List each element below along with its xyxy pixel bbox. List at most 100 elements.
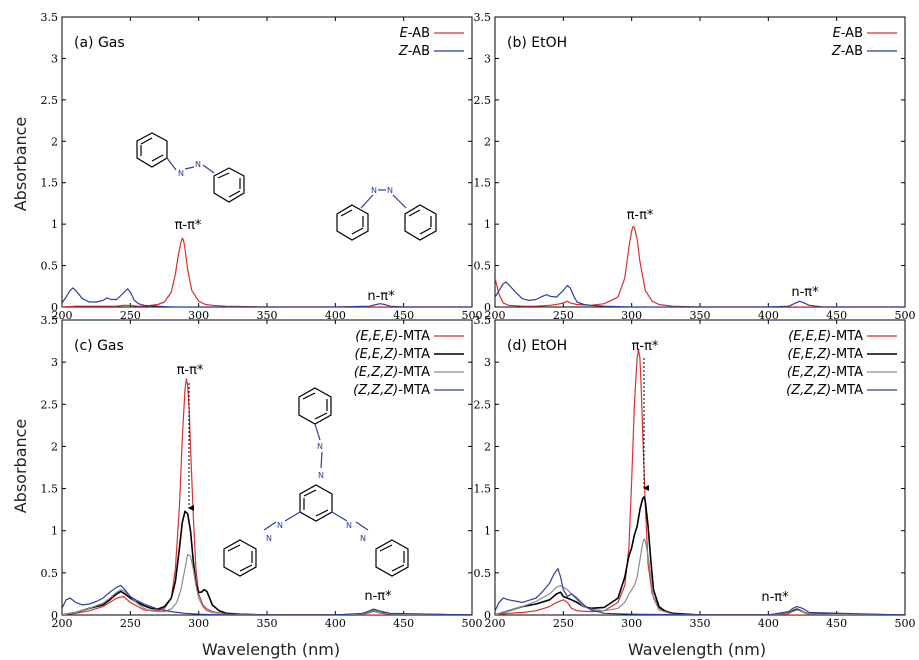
x-tick-label: 350 [257, 309, 278, 322]
panel-b: 200 250 300 350 400 450 500 0 0.5 1 1.5 2 2.5 3 3.5 (b)… [474, 11, 916, 322]
x-tick-label: 400 [758, 617, 779, 630]
x-axis-label-left: Wavelength (nm) [202, 640, 340, 659]
y-tick-label: 2.5 [474, 398, 492, 411]
svg-text:N: N [266, 534, 272, 543]
panel-label: (a) Gas [74, 35, 125, 51]
y-tick-label: 2.5 [41, 94, 59, 107]
y-tick-label: 1.5 [474, 177, 492, 190]
x-tick-label: 250 [553, 309, 574, 322]
annotation-pi-pi-c: π-π* [177, 363, 204, 378]
y-tick-label: 2 [484, 440, 491, 453]
x-axis-label-right: Wavelength (nm) [628, 640, 766, 659]
series-line-e-z-z-mta [495, 538, 905, 615]
series-line-e-z-z-mta [62, 553, 472, 615]
svg-text:N: N [277, 521, 283, 530]
y-tick-label: 0.5 [41, 260, 59, 273]
y-tick-label: 1.5 [474, 483, 492, 496]
series-line-e-e-e-mta [62, 378, 472, 615]
svg-text:N: N [371, 186, 377, 195]
svg-text:N: N [346, 521, 352, 530]
x-tick-label: 500 [895, 617, 916, 630]
x-tick-label: 300 [621, 617, 642, 630]
svg-text:N: N [387, 186, 393, 195]
y-tick-label: 0.5 [474, 260, 492, 273]
x-tick-label: 200 [485, 309, 506, 322]
y-tick-label: 2 [51, 135, 58, 148]
legend-label: (Z,Z,Z)-MTA [786, 383, 863, 398]
y-tick-label: 0 [484, 609, 491, 622]
annotation-pi-pi-b: π-π* [627, 208, 654, 223]
legend-label: (E,Z,Z)-MTA [787, 365, 863, 380]
series-line-z-ab [62, 287, 472, 307]
x-tick-label: 450 [393, 309, 414, 322]
y-tick-label: 2.5 [474, 94, 492, 107]
svg-text:N: N [360, 534, 366, 543]
y-tick-label: 0 [51, 301, 58, 314]
plot-frame [494, 16, 906, 308]
y-tick-label: 3.5 [41, 314, 59, 327]
series-line-z-z-z-mta [62, 584, 472, 615]
y-tick-label: 2 [51, 440, 58, 453]
y-tick-label: 3 [51, 52, 58, 65]
series-line-z-ab [495, 281, 905, 307]
x-tick-label: 450 [826, 309, 847, 322]
x-tick-label: 500 [895, 309, 916, 322]
e-azobenzene-structure-icon: N N [136, 132, 245, 203]
x-tick-label: 200 [52, 617, 73, 630]
annotation-pi-pi-d: π-π* [632, 339, 659, 354]
y-tick-label: 3.5 [41, 11, 59, 24]
panel-label: (b) EtOH [507, 35, 567, 51]
series-line-e-e-z-mta [62, 510, 472, 615]
svg-text:N: N [318, 471, 324, 480]
x-tick-label: 400 [325, 617, 346, 630]
x-tick-label: 300 [188, 309, 209, 322]
x-tick-label: 400 [325, 309, 346, 322]
annotation-n-pi-a: n-π* [367, 289, 395, 304]
legend-label: Z-AB [831, 44, 863, 59]
svg-text:N: N [317, 442, 323, 451]
legend-label: Z-AB [398, 44, 430, 59]
panel-label: (c) Gas [74, 338, 124, 354]
legend-label: (Z,Z,Z)-MTA [353, 383, 430, 398]
x-tick-label: 250 [553, 617, 574, 630]
x-tick-label: 500 [462, 309, 483, 322]
series-line-e-ab [495, 226, 905, 307]
y-tick-label: 3.5 [474, 11, 492, 24]
legend-label: (E,E,Z)-MTA [788, 347, 864, 362]
x-tick-label: 350 [257, 617, 278, 630]
y-tick-label: 1 [51, 218, 58, 231]
x-tick-label: 250 [120, 309, 141, 322]
series-line-e-e-z-mta [495, 496, 905, 615]
x-tick-label: 450 [393, 617, 414, 630]
x-tick-label: 300 [621, 309, 642, 322]
panel-a: 200 250 300 350 400 450 500 0 0.5 1 1.5 2 2.5 3 3.5 (a)… [41, 11, 483, 322]
y-tick-label: 3 [51, 356, 58, 369]
series-line-z-z-z-mta [495, 567, 905, 615]
annotation-n-pi-d: n-π* [761, 590, 789, 605]
legend-label: E-AB [833, 26, 863, 41]
x-tick-label: 200 [52, 309, 73, 322]
y-tick-label: 2 [484, 135, 491, 148]
legend-label: (E,Z,Z)-MTA [354, 365, 430, 380]
x-tick-label: 400 [758, 309, 779, 322]
series-line-e-ab [62, 237, 472, 307]
legend-label: E-AB [400, 26, 430, 41]
panel-d: 200 250 300 350 400 450 500 0 0.5 1 1.5 2 2.5 3 3.5 (d)… [474, 314, 916, 630]
y-tick-label: 1 [484, 525, 491, 538]
mta-structure-icon: N N N N N N [223, 387, 409, 577]
y-axis-label-top: Absorbance [11, 117, 30, 212]
y-tick-label: 3 [484, 52, 491, 65]
legend-label: (E,E,E)-MTA [355, 329, 430, 344]
svg-text:N: N [195, 160, 201, 169]
plot-frame [61, 16, 473, 308]
y-tick-label: 1 [484, 218, 491, 231]
x-tick-label: 500 [462, 617, 483, 630]
y-tick-label: 0.5 [41, 567, 59, 580]
x-tick-label: 300 [188, 617, 209, 630]
x-tick-label: 350 [690, 309, 711, 322]
panel-c: 200 250 300 350 400 450 500 0 0.5 1 1.5 2 2.5 3 3.5 (c)… [41, 314, 483, 630]
annotation-n-pi-b: n-π* [791, 285, 819, 300]
y-tick-label: 3 [484, 356, 491, 369]
x-tick-label: 450 [826, 617, 847, 630]
